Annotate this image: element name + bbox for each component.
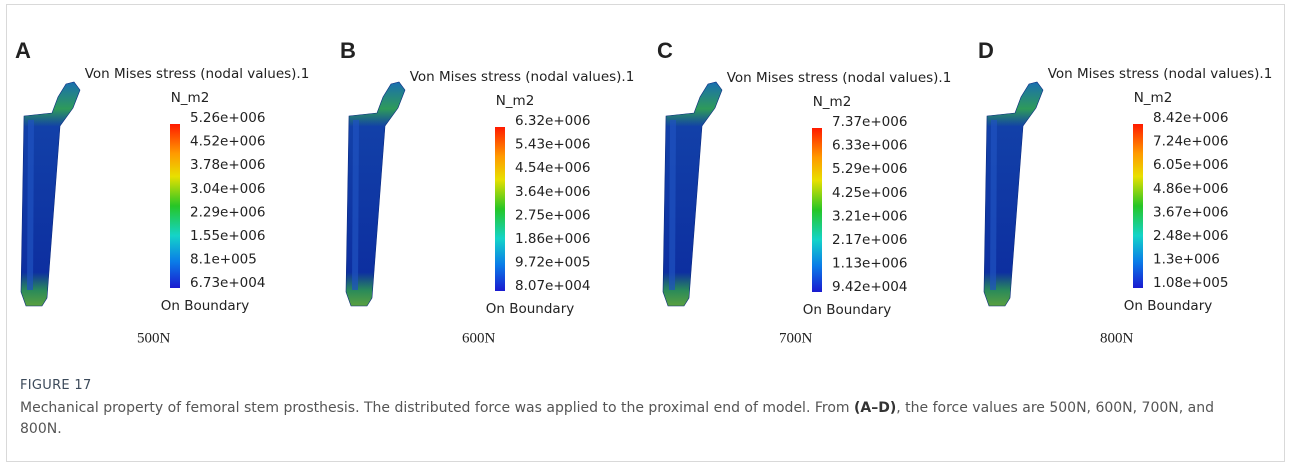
color-bar-label: 8.07e+004 (515, 278, 590, 294)
color-bar-label: 1.13e+006 (832, 256, 907, 272)
color-bar-label: 7.24e+006 (1153, 134, 1228, 150)
color-bar-label: 2.29e+006 (190, 204, 265, 220)
color-bar-label: 3.21e+006 (832, 208, 907, 224)
caption-label: FIGURE 17 (20, 378, 92, 393)
force-label: 800N (1100, 330, 1134, 346)
force-label: 600N (462, 330, 496, 346)
stem-highlight (990, 120, 997, 290)
color-bar-label: 4.54e+006 (515, 160, 590, 176)
color-bar-label: 9.72e+005 (515, 255, 590, 271)
color-bar-label: 4.25e+006 (832, 185, 907, 201)
legend-title: Von Mises stress (nodal values).1 (1048, 66, 1273, 82)
boundary-label: On Boundary (161, 298, 250, 314)
color-bar-label: 8.1e+005 (190, 252, 257, 268)
color-bar (812, 128, 822, 292)
caption-text: Mechanical property of femoral stem pros… (20, 398, 1250, 440)
color-bar-label: 1.08e+005 (1153, 275, 1228, 291)
color-bar-label: 7.37e+006 (832, 114, 907, 130)
page: A Von Mises stress (nodal values).1 N_m2 5.… (0, 0, 1293, 468)
legend-unit: N_m2 (1134, 90, 1173, 106)
legend-title: Von Mises stress (nodal values).1 (727, 70, 952, 86)
force-label: 500N (137, 330, 171, 346)
color-bar-label: 3.04e+006 (190, 181, 265, 197)
color-bar-label: 1.3e+006 (1153, 252, 1220, 268)
color-bar-label: 3.67e+006 (1153, 204, 1228, 220)
color-bar-label: 6.33e+006 (832, 138, 907, 154)
panel-letter: A (15, 38, 31, 63)
color-bar-label: 6.05e+006 (1153, 157, 1228, 173)
stem-highlight (352, 120, 359, 290)
legend-unit: N_m2 (496, 93, 535, 109)
stem-highlight (27, 120, 34, 290)
legend-title: Von Mises stress (nodal values).1 (85, 66, 310, 82)
caption-bold: (A–D) (854, 400, 896, 416)
color-bar-label: 4.86e+006 (1153, 181, 1228, 197)
boundary-label: On Boundary (486, 301, 575, 317)
legend-title: Von Mises stress (nodal values).1 (410, 69, 635, 85)
color-bar-label: 5.26e+006 (190, 110, 265, 126)
color-bar-label: 8.42e+006 (1153, 110, 1228, 126)
color-bar-label: 5.29e+006 (832, 161, 907, 177)
color-bar-label: 5.43e+006 (515, 137, 590, 153)
color-bar-label: 3.64e+006 (515, 184, 590, 200)
boundary-label: On Boundary (1124, 298, 1213, 314)
color-bar-label: 6.32e+006 (515, 113, 590, 129)
stem-highlight (669, 120, 676, 290)
color-bar-label: 1.86e+006 (515, 231, 590, 247)
figure-panels: A Von Mises stress (nodal values).1 N_m2 5.… (0, 0, 1293, 360)
color-bar-label: 6.73e+004 (190, 275, 265, 291)
legend-unit: N_m2 (813, 94, 852, 110)
panel-letter: D (978, 38, 994, 63)
color-bar-label: 4.52e+006 (190, 134, 265, 150)
legend-unit: N_m2 (171, 90, 210, 106)
boundary-label: On Boundary (803, 302, 892, 318)
color-bar (1133, 124, 1143, 288)
force-label: 700N (779, 330, 813, 346)
color-bar-label: 3.78e+006 (190, 157, 265, 173)
caption-part: Mechanical property of femoral stem pros… (20, 400, 854, 416)
color-bar-label: 9.42e+004 (832, 279, 907, 295)
panel-letter: B (340, 38, 356, 63)
panel-letter: C (657, 38, 673, 63)
color-bar (170, 124, 180, 288)
color-bar-label: 1.55e+006 (190, 228, 265, 244)
color-bar-label: 2.48e+006 (1153, 228, 1228, 244)
color-bar (495, 127, 505, 291)
color-bar-label: 2.17e+006 (832, 232, 907, 248)
color-bar-label: 2.75e+006 (515, 207, 590, 223)
